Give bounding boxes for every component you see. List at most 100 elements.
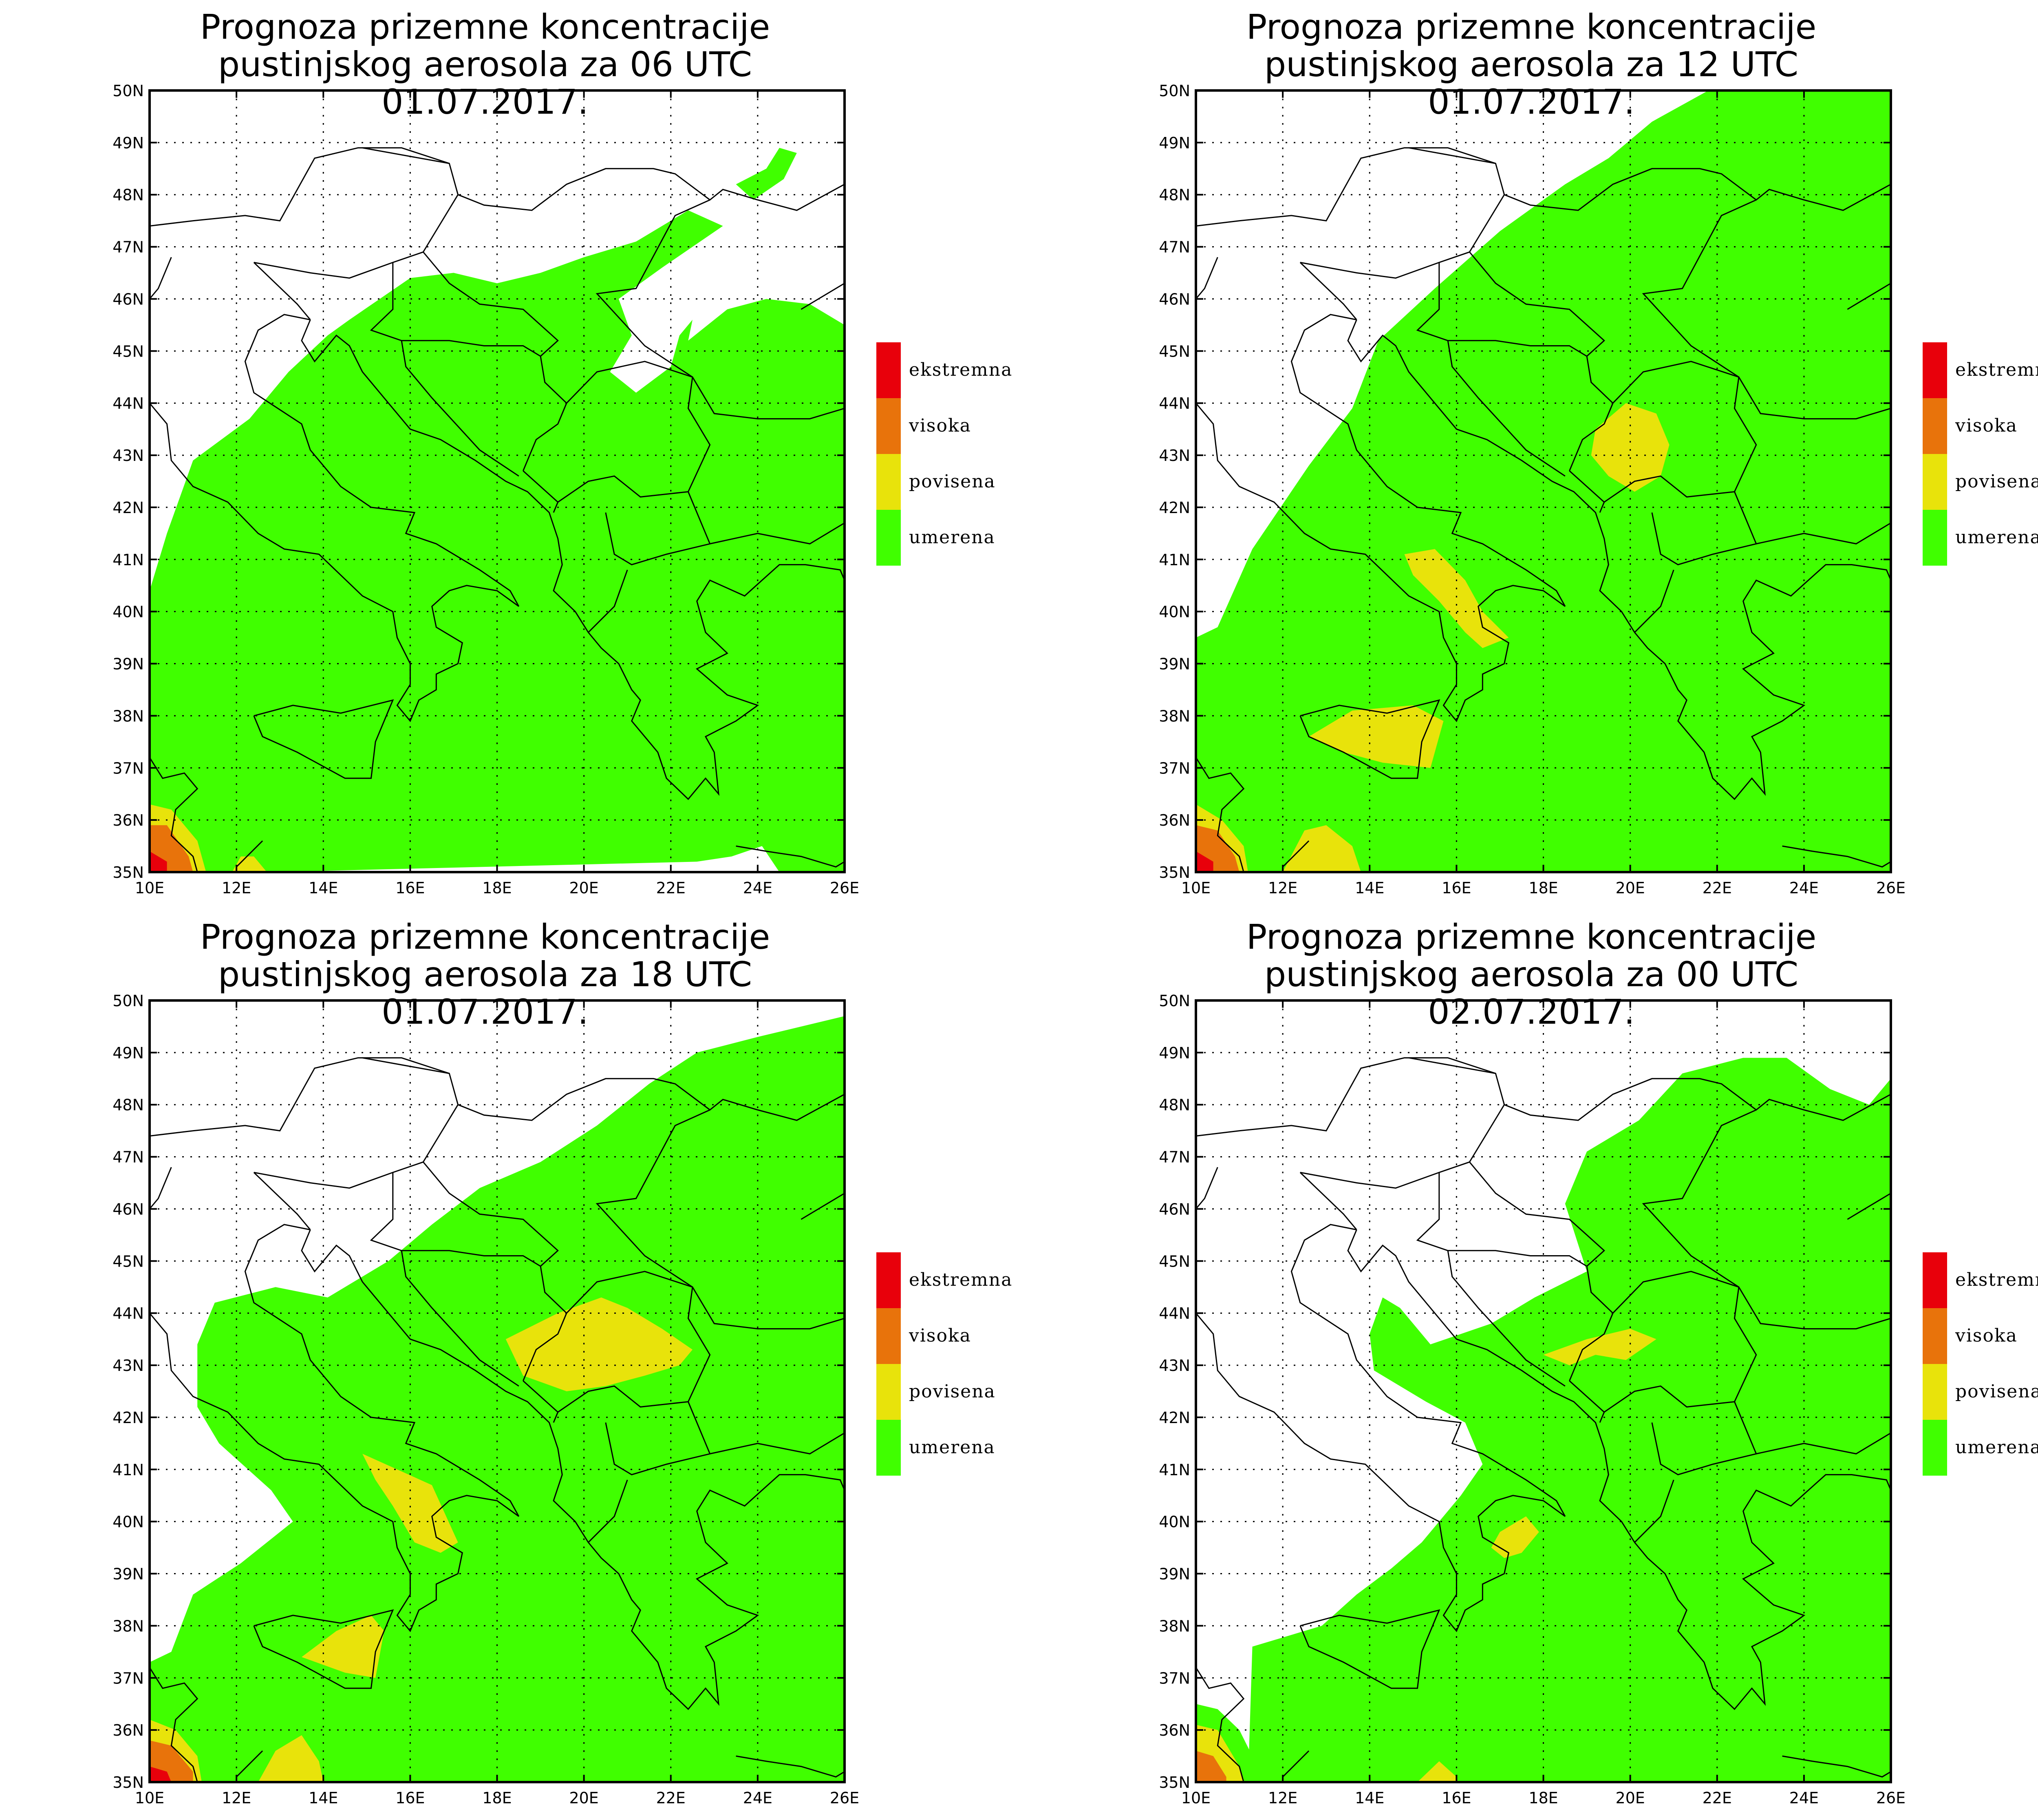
lon-label: 26E bbox=[830, 879, 859, 897]
coastline bbox=[1299, 1609, 1440, 1689]
country-border bbox=[370, 262, 541, 357]
lon-label: 26E bbox=[1876, 879, 1906, 897]
lat-label: 45N bbox=[112, 1252, 144, 1270]
legend-item-povisena: povisena bbox=[1923, 1364, 2038, 1420]
legend-swatch bbox=[876, 342, 901, 398]
country-border bbox=[1603, 1385, 1735, 1413]
lat-label: 47N bbox=[112, 238, 144, 256]
lat-label: 43N bbox=[1159, 1357, 1190, 1375]
country-border bbox=[687, 1287, 845, 1455]
country-border bbox=[362, 1057, 450, 1074]
legend-item-visoka: visoka bbox=[1923, 1308, 2038, 1364]
aerosol-map: 50N 49N 48N 47N 46N 45N 44N 43N 42N 41N 40N 39N 38N 3… bbox=[112, 992, 859, 1807]
coastline bbox=[1347, 319, 1891, 800]
country-border bbox=[801, 1192, 845, 1220]
legend-item-visoka: visoka bbox=[876, 1308, 1048, 1364]
lon-label: 14E bbox=[309, 879, 338, 897]
graticule bbox=[1196, 1000, 1891, 1782]
country-border bbox=[1634, 569, 1674, 633]
lat-label: 40N bbox=[1159, 1513, 1190, 1531]
country-border bbox=[1847, 282, 1891, 310]
lon-label: 18E bbox=[1528, 1789, 1558, 1807]
country-border bbox=[1299, 1172, 1357, 1230]
country-border bbox=[557, 475, 688, 503]
legend-swatch bbox=[876, 1420, 901, 1476]
country-border bbox=[1642, 1109, 1757, 1288]
lat-label: 35N bbox=[112, 864, 144, 881]
area-povisena bbox=[232, 856, 267, 872]
country-border bbox=[801, 282, 845, 310]
lon-label: 24E bbox=[1789, 1789, 1819, 1807]
area-povisena bbox=[1309, 705, 1444, 768]
legend-label: umerena bbox=[909, 1437, 995, 1458]
country-border bbox=[1651, 1422, 1757, 1476]
area-povisena bbox=[1417, 1761, 1457, 1782]
lon-label: 24E bbox=[1789, 879, 1819, 897]
lat-label: 36N bbox=[112, 811, 144, 829]
country-border bbox=[1612, 361, 1891, 420]
lon-label: 20E bbox=[569, 1789, 598, 1807]
country-border bbox=[566, 361, 845, 420]
legend-label: umerena bbox=[909, 527, 995, 548]
country-border bbox=[605, 1422, 710, 1476]
lon-label: 14E bbox=[1355, 1789, 1384, 1807]
country-border bbox=[588, 569, 628, 633]
lat-label: 42N bbox=[112, 499, 144, 517]
forecast-panel-18utc: Prognoza prizemne koncentracije pustinjs… bbox=[0, 910, 1046, 1820]
country-border bbox=[150, 1057, 845, 1137]
lat-label: 43N bbox=[112, 1357, 144, 1375]
legend-swatch bbox=[876, 454, 901, 510]
legend-label: umerena bbox=[1955, 1437, 2038, 1458]
area-povisena bbox=[258, 1735, 324, 1782]
lon-label: 26E bbox=[1876, 1789, 1906, 1807]
lat-label: 44N bbox=[1159, 394, 1190, 412]
coastline bbox=[301, 1229, 845, 1710]
lat-label: 50N bbox=[1159, 82, 1190, 100]
legend-label: visoka bbox=[909, 1325, 971, 1346]
legend-label: visoka bbox=[1955, 1325, 2018, 1346]
lon-label: 22E bbox=[656, 1789, 686, 1807]
aerosol-map: 50N 49N 48N 47N 46N 45N 44N 43N 42N 41N 40N 39N 38N 3… bbox=[1159, 82, 1906, 897]
legend-label: povisena bbox=[1955, 471, 2038, 492]
aerosol-map: 50N 49N 48N 47N 46N 45N 44N 43N 42N 41N 40N 39N 38N 3… bbox=[112, 82, 859, 897]
lat-label: 39N bbox=[112, 1565, 144, 1583]
legend-swatch bbox=[1923, 1252, 1947, 1308]
country-border bbox=[566, 1271, 845, 1330]
area-visoka bbox=[1196, 1751, 1226, 1782]
coastlines-borders bbox=[1196, 1057, 1891, 1782]
legend-swatch bbox=[1923, 1420, 1947, 1476]
country-border bbox=[596, 199, 710, 378]
lon-label: 16E bbox=[1442, 1789, 1471, 1807]
area-povisena bbox=[1543, 1329, 1656, 1366]
lat-label: 50N bbox=[112, 82, 144, 100]
area-umerena bbox=[150, 1016, 845, 1782]
legend-label: povisena bbox=[909, 1381, 996, 1402]
area-povisena bbox=[1283, 825, 1361, 872]
lat-label: 49N bbox=[112, 134, 144, 152]
lon-label: 12E bbox=[1268, 1789, 1297, 1807]
lon-label: 10E bbox=[1181, 879, 1211, 897]
country-border bbox=[1447, 1250, 1566, 1387]
lat-label: 41N bbox=[112, 551, 144, 569]
coastline bbox=[1196, 757, 1245, 872]
coastline bbox=[1196, 1224, 1566, 1633]
graticule bbox=[150, 90, 845, 872]
lat-label: 40N bbox=[1159, 603, 1190, 621]
concentration-fields bbox=[1196, 90, 1891, 872]
lat-label: 35N bbox=[1159, 864, 1190, 881]
lat-label: 46N bbox=[112, 290, 144, 308]
graticule bbox=[150, 1000, 845, 1782]
lat-label: 41N bbox=[1159, 551, 1190, 569]
legend-swatch bbox=[1923, 398, 1947, 454]
lat-label: 50N bbox=[1159, 992, 1190, 1010]
lat-label: 47N bbox=[112, 1148, 144, 1166]
coastline bbox=[1347, 1229, 1891, 1710]
lon-label: 20E bbox=[569, 879, 598, 897]
country-border bbox=[523, 470, 559, 513]
country-border bbox=[1416, 262, 1587, 357]
country-border bbox=[401, 340, 519, 477]
aerosol-map: 50N 49N 48N 47N 46N 45N 44N 43N 42N 41N 40N 39N 38N 3… bbox=[1159, 992, 1906, 1807]
lat-label: 42N bbox=[112, 1409, 144, 1427]
country-border bbox=[1416, 1172, 1587, 1267]
legend-swatch bbox=[876, 1364, 901, 1420]
